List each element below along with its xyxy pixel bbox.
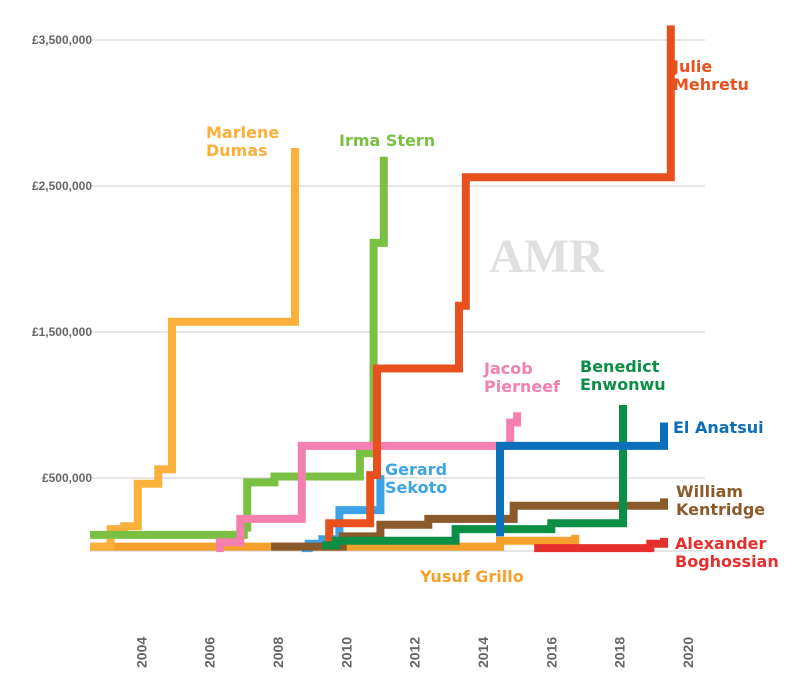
series-labels: Yusuf Grillo Marlene Dumas Irma Stern Jacob P…: [206, 57, 779, 586]
grid-lines: [90, 39, 705, 552]
series-label-william-kentridge: William Kentridge: [676, 482, 765, 519]
y-tick-label: £2,500,000: [32, 179, 92, 193]
y-tick-label: £3,500,000: [32, 33, 92, 47]
x-tick-label: 2018: [612, 637, 628, 668]
x-tick-label: 2008: [270, 637, 286, 668]
x-axis-tick-labels: 2004 2006 2008 2010 2012 2014 2016 2018 2020: [133, 637, 696, 668]
series-label-julie-mehretu: Julie Mehretu: [672, 57, 749, 94]
x-tick-label: 2006: [202, 637, 218, 668]
x-tick-label: 2020: [680, 637, 696, 668]
series-line-benedict-enwonwu: [322, 405, 627, 550]
x-tick-label: 2004: [133, 637, 149, 668]
series-line-marlene-dumas: [90, 148, 299, 551]
y-tick-label: £1,500,000: [32, 325, 92, 339]
x-tick-label: 2014: [475, 637, 491, 668]
series-label-irma-stern: Irma Stern: [339, 131, 435, 150]
series-label-marlene-dumas: Marlene Dumas: [206, 123, 279, 160]
series-label-gerard-sekoto: Gerard Sekoto: [385, 460, 447, 497]
series-line-alexander-boghossian: [534, 537, 668, 553]
watermark: AMR: [489, 230, 605, 283]
y-axis-tick-labels: £500,000 £1,500,000 £2,500,000 £3,500,000: [32, 33, 92, 485]
series-line-julie-mehretu: [322, 25, 675, 551]
x-tick-label: 2016: [543, 637, 559, 668]
y-tick-label: £500,000: [42, 471, 92, 485]
series-label-benedict-enwonwu: Benedict Enwonwu: [580, 357, 666, 394]
series-line-el-anatsui: [496, 422, 668, 537]
series-label-el-anatsui: El Anatsui: [673, 418, 764, 437]
series-line-jacob-pierneef: [215, 412, 522, 553]
x-tick-label: 2010: [338, 637, 354, 668]
x-tick-label: 2012: [407, 637, 423, 668]
series-label-jacob-pierneef: Jacob Pierneef: [483, 359, 561, 396]
series-label-yusuf-grillo: Yusuf Grillo: [419, 567, 524, 586]
series-label-alexander-boghossian: Alexander Boghossian: [675, 534, 779, 571]
series-lines: [90, 25, 675, 553]
